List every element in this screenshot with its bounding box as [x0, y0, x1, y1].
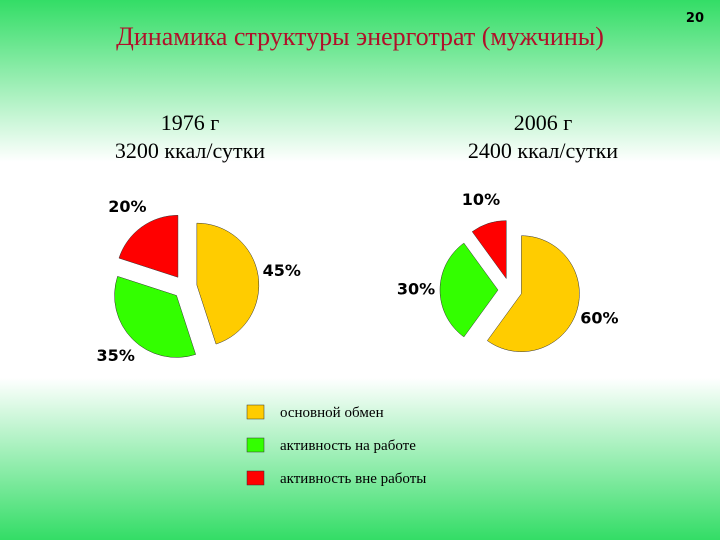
page-number: 20: [686, 11, 704, 26]
pies: 1976 г 3200 ккал/сутки 45% 35% 20% 2006 г 2400…: [95, 110, 620, 366]
pie-slice: [486, 235, 580, 352]
pie-slice: [114, 276, 196, 358]
pie-title: 2006 г: [514, 110, 573, 135]
legend: основной обмен активность на работе активн…: [246, 404, 426, 487]
pie-slice: [118, 215, 179, 278]
pie-slice: [471, 220, 507, 280]
slice-label: 45%: [263, 261, 301, 280]
slide-title: Динамика структуры энерготрат (мужчины): [116, 22, 604, 51]
legend-swatch: [246, 437, 265, 453]
slice-label: 10%: [462, 190, 500, 209]
pie-subtitle: 2400 ккал/сутки: [468, 138, 618, 163]
slice-label: 60%: [580, 309, 618, 328]
legend-label: активность на работе: [280, 438, 416, 454]
slice-label: 35%: [97, 346, 135, 365]
pie-slice: [196, 222, 260, 345]
pie-slice: [439, 242, 499, 338]
legend-swatch: [246, 470, 265, 486]
slice-label: 20%: [108, 197, 146, 216]
slice-label: 30%: [397, 280, 435, 299]
pie-subtitle: 3200 ккал/сутки: [115, 138, 265, 163]
legend-label: активность вне работы: [280, 471, 426, 487]
legend-label: основной обмен: [280, 405, 384, 421]
pie-title: 1976 г: [161, 110, 220, 135]
legend-swatch: [246, 404, 265, 420]
